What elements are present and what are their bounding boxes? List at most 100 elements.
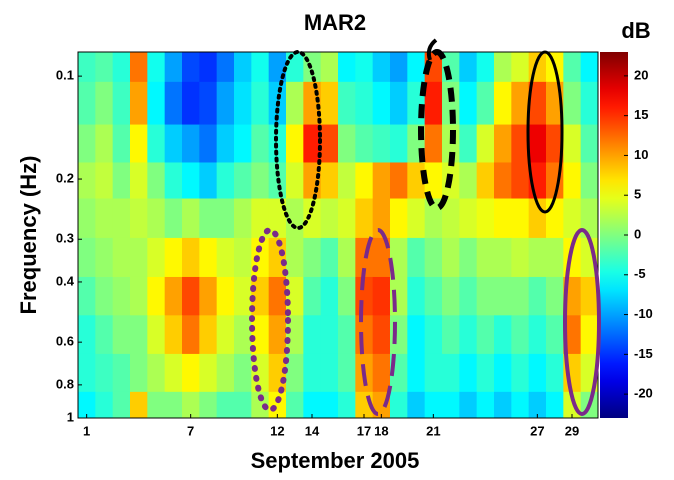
heatmap-cell [199, 315, 218, 355]
heatmap-cell [182, 198, 200, 239]
x-tick-label: 7 [187, 423, 194, 438]
heatmap-cell [199, 81, 218, 126]
colorbar-tick-label: 15 [634, 107, 648, 122]
heatmap-cell [494, 81, 512, 126]
heatmap-cell [268, 315, 287, 355]
colorbar-label: dB [621, 18, 650, 43]
heatmap-cell [390, 237, 408, 278]
heatmap-cell [234, 237, 252, 278]
heatmap-cell [563, 315, 582, 355]
heatmap-cell [372, 315, 391, 355]
y-tick-label: 0.6 [56, 334, 74, 349]
heatmap-cell [78, 124, 96, 163]
heatmap-cell [407, 353, 426, 393]
heatmap-cell [459, 81, 478, 126]
heatmap-cell [182, 81, 200, 126]
heatmap-cell [407, 315, 426, 355]
heatmap [78, 52, 599, 419]
heatmap-cell [112, 315, 131, 355]
heatmap-cell [286, 81, 304, 126]
heatmap-cell [372, 124, 391, 163]
heatmap-cell [251, 315, 270, 355]
heatmap-cell [442, 237, 460, 278]
heatmap-cell [338, 237, 356, 278]
heatmap-cell [459, 276, 478, 316]
heatmap-cell [147, 52, 166, 83]
heatmap-cell [95, 52, 114, 83]
heatmap-cell [130, 276, 148, 316]
heatmap-cell [78, 315, 96, 355]
heatmap-cell [494, 124, 512, 163]
heatmap-cell [320, 52, 339, 83]
heatmap-cell [338, 124, 356, 163]
heatmap-cell [164, 276, 183, 316]
heatmap-cell [216, 81, 235, 126]
heatmap-cell [130, 198, 148, 239]
y-tick-label: 0.8 [56, 376, 74, 391]
y-tick-label: 0.2 [56, 170, 74, 185]
heatmap-cell [424, 391, 443, 419]
heatmap-cell [199, 353, 218, 393]
heatmap-cell [268, 198, 287, 239]
heatmap-cell [511, 52, 530, 83]
heatmap-cell [390, 391, 408, 419]
heatmap-cell [546, 391, 564, 419]
heatmap-cell [476, 162, 495, 200]
heatmap-cell [528, 237, 547, 278]
x-tick-label: 14 [305, 423, 320, 438]
heatmap-cell [528, 276, 547, 316]
heatmap-cell [147, 124, 166, 163]
x-tick-label: 1 [83, 423, 90, 438]
heatmap-cell [286, 276, 304, 316]
heatmap-cell [563, 124, 582, 163]
heatmap-cell [234, 124, 252, 163]
heatmap-cell [78, 198, 96, 239]
heatmap-cell [355, 198, 374, 239]
heatmap-cell [251, 52, 270, 83]
heatmap-cell [476, 276, 495, 316]
heatmap-cell [78, 391, 96, 419]
heatmap-cell [338, 162, 356, 200]
heatmap-cell [199, 52, 218, 83]
heatmap-cell [338, 353, 356, 393]
x-tick-label: 21 [426, 423, 440, 438]
ellipse [563, 228, 601, 416]
heatmap-cell [95, 237, 114, 278]
heatmap-cell [563, 52, 582, 83]
heatmap-cell [78, 353, 96, 393]
heatmap-cell [476, 391, 495, 419]
heatmap-cell [130, 52, 148, 83]
heatmap-cell [320, 276, 339, 316]
colorbar-tick-label: -5 [634, 266, 646, 281]
heatmap-cell [164, 237, 183, 278]
heatmap-cell [459, 198, 478, 239]
heatmap-cell [320, 81, 339, 126]
ellipse [526, 50, 564, 214]
heatmap-cell [112, 353, 131, 393]
heatmap-cell [424, 353, 443, 393]
heatmap-cell [112, 391, 131, 419]
heatmap-cell [546, 276, 564, 316]
heatmap-cell [216, 353, 235, 393]
colorbar-tick-label: 20 [634, 67, 648, 82]
heatmap-cell [216, 162, 235, 200]
heatmap-cell [407, 198, 426, 239]
y-tick-label: 1 [67, 409, 74, 424]
heatmap-cell [459, 162, 478, 200]
heatmap-cell [494, 391, 512, 419]
heatmap-cell [182, 162, 200, 200]
bracket [426, 38, 438, 61]
plot-frame [77, 51, 599, 419]
heatmap-cell [459, 315, 478, 355]
annotations [249, 38, 601, 416]
heatmap-cell [528, 198, 547, 239]
heatmap-cell [251, 198, 270, 239]
heatmap-cell [303, 237, 322, 278]
heatmap-cell [303, 198, 322, 239]
heatmap-cell [390, 124, 408, 163]
heatmap-cell [511, 81, 530, 126]
heatmap-cell [234, 315, 252, 355]
heatmap-cell [476, 81, 495, 126]
heatmap-cell [164, 162, 183, 200]
heatmap-cell [147, 237, 166, 278]
